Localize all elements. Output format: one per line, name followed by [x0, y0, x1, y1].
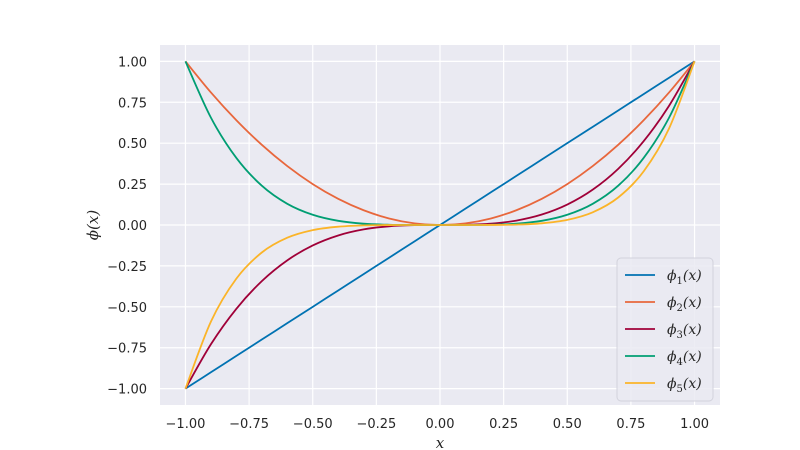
x-tick-label: 0.50 — [553, 417, 582, 432]
legend-label: ϕ4(x) — [667, 349, 702, 368]
y-tick-label: −0.75 — [107, 342, 147, 357]
x-axis-label: x — [436, 434, 445, 450]
y-tick-label: 0.50 — [118, 137, 147, 152]
legend-label: ϕ1(x) — [667, 268, 702, 287]
legend: ϕ1(x) ϕ2(x) ϕ3(x) ϕ4(x) ϕ5(x) — [616, 257, 714, 402]
y-tick-label: −1.00 — [107, 383, 147, 398]
y-tick-label: −0.50 — [107, 301, 147, 316]
x-tick-label: 0.25 — [489, 417, 518, 432]
legend-label: ϕ2(x) — [667, 295, 702, 314]
y-tick-label: 0.75 — [118, 96, 147, 111]
y-axis-label: ϕ(x) — [84, 210, 102, 241]
series-lines — [184, 60, 696, 390]
y-tick-label: 0.25 — [118, 178, 147, 193]
legend-label: ϕ5(x) — [667, 376, 702, 395]
series-line-phi5 — [184, 61, 696, 389]
x-tick-label: −0.25 — [356, 417, 396, 432]
y-tick-label: 0.00 — [118, 219, 147, 234]
legend-box — [616, 257, 714, 402]
x-tick-label: −0.75 — [229, 417, 269, 432]
x-tick-label: 1.00 — [680, 417, 709, 432]
x-tick-label: 0.00 — [426, 417, 455, 432]
x-tick-label: −0.50 — [293, 417, 333, 432]
y-axis-ticks: −1.00 −0.75 −0.50 −0.25 0.00 0.25 0.50 0.75 1.00 — [107, 55, 147, 397]
x-axis-ticks: −1.00 −0.75 −0.50 −0.25 0.00 0.25 0.50 0.75 1.00 — [166, 417, 709, 432]
y-tick-label: 1.00 — [118, 55, 147, 70]
x-tick-label: 0.75 — [616, 417, 645, 432]
legend-label: ϕ3(x) — [667, 322, 702, 341]
x-tick-label: −1.00 — [166, 417, 206, 432]
y-tick-label: −0.25 — [107, 260, 147, 275]
